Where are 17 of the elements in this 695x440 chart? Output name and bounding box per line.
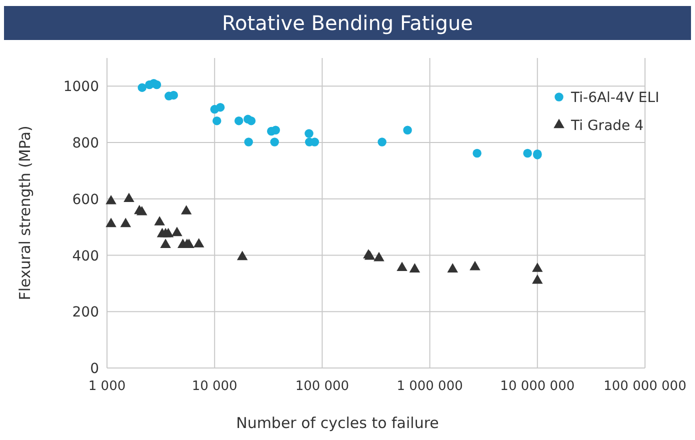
x-tick-label: 100 000 [295,379,350,394]
x-tick-label: 1 000 000 [396,379,463,394]
legend-label: Ti Grade 4 [570,118,644,134]
chart-title: Rotative Bending Fatigue [222,11,473,35]
legend-label: Ti-6Al-4V ELI [570,90,660,106]
x-tick-label: 1 000 [88,379,126,394]
x-tick-label: 10 000 000 [500,379,575,394]
y-tick-label: 800 [72,136,99,152]
y-tick-label: 200 [72,304,99,321]
x-axis-title: Number of cycles to failure [236,414,439,432]
x-tick-label: 10 000 [192,379,238,394]
y-tick-label: 1000 [63,79,99,96]
y-axis-title: Flexural strength (MPa) [16,126,34,300]
y-tick-label: 0 [90,361,99,377]
y-tick-label: 400 [72,248,99,264]
y-tick-label: 600 [72,192,99,208]
x-tick-label: 100 000 000 [604,379,686,394]
